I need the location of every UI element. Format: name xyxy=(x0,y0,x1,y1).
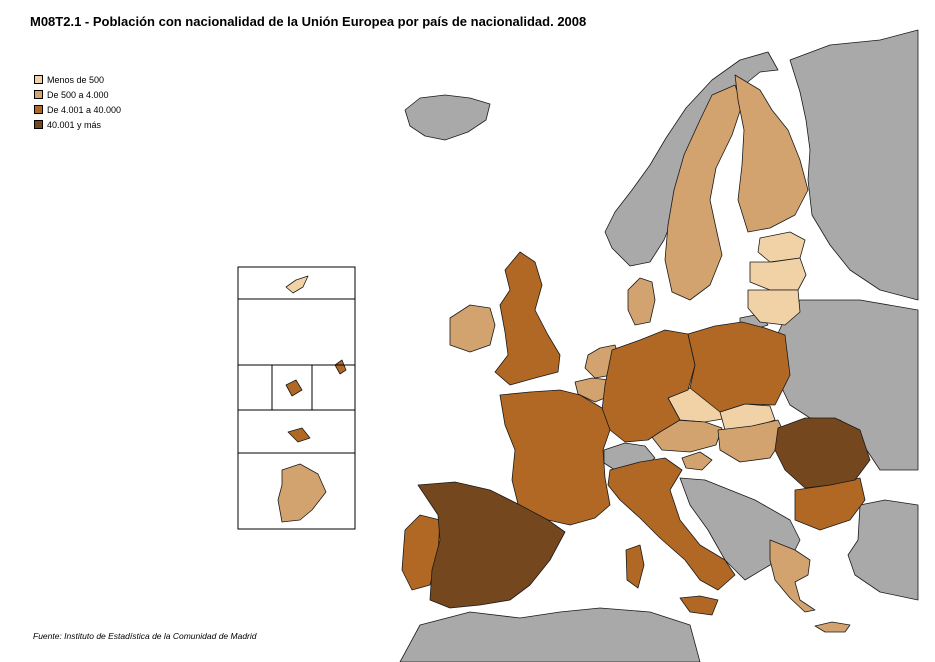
region-reunion xyxy=(285,379,303,397)
map-legend: Menos de 500 De 500 a 4.000 De 4.001 a 4… xyxy=(34,72,121,132)
region-spain xyxy=(417,481,566,609)
inset-frame-french-guiana xyxy=(237,452,356,530)
region-turkey xyxy=(847,499,919,601)
region-denmark xyxy=(627,277,656,326)
inset-panels xyxy=(237,266,356,530)
legend-label-class-1: Menos de 500 xyxy=(47,74,105,85)
region-greece xyxy=(769,539,816,613)
legend-label-class-2: De 500 a 4.000 xyxy=(47,89,109,100)
legend-item-class-3: De 4.001 a 40.000 xyxy=(34,102,121,117)
region-crete xyxy=(814,621,851,633)
region-estonia xyxy=(757,231,806,263)
legend-swatch-class-3 xyxy=(34,105,43,114)
region-french-guiana xyxy=(277,463,327,523)
source-note: Fuente: Instituto de Estadística de la C… xyxy=(33,631,257,641)
region-romania xyxy=(774,417,871,489)
eu-class-2 xyxy=(277,74,851,633)
region-russia-north xyxy=(789,29,919,301)
region-north-africa xyxy=(399,607,701,662)
inset-frame-azores-madeira xyxy=(237,298,356,366)
legend-item-class-2: De 500 a 4.000 xyxy=(34,87,121,102)
region-slovenia xyxy=(681,451,713,471)
region-poland xyxy=(687,321,791,413)
legend-swatch-class-1 xyxy=(34,75,43,84)
region-finland xyxy=(734,74,809,233)
region-france xyxy=(499,389,611,526)
region-ireland xyxy=(449,304,496,353)
region-sicily xyxy=(679,595,719,616)
region-guadeloupe xyxy=(334,359,347,375)
eu-class-4 xyxy=(417,417,871,609)
region-canarias xyxy=(287,427,311,443)
region-cyprus xyxy=(285,275,309,294)
region-great-britain xyxy=(494,251,561,386)
region-italy xyxy=(607,457,736,591)
legend-swatch-class-2 xyxy=(34,90,43,99)
region-latvia xyxy=(749,257,807,291)
legend-label-class-3: De 4.001 a 40.000 xyxy=(47,104,122,115)
legend-item-class-1: Menos de 500 xyxy=(34,72,121,87)
legend-item-class-4: 40.001 y más xyxy=(34,117,121,132)
region-sweden xyxy=(664,84,743,301)
region-sardinia xyxy=(625,544,645,589)
eu-class-3 xyxy=(285,251,866,616)
legend-swatch-class-4 xyxy=(34,120,43,129)
map-title: M08T2.1 - Población con nacionalidad de … xyxy=(30,14,587,29)
region-iceland xyxy=(404,94,491,141)
legend-label-class-4: 40.001 y más xyxy=(47,119,102,130)
region-lithuania xyxy=(747,289,801,326)
